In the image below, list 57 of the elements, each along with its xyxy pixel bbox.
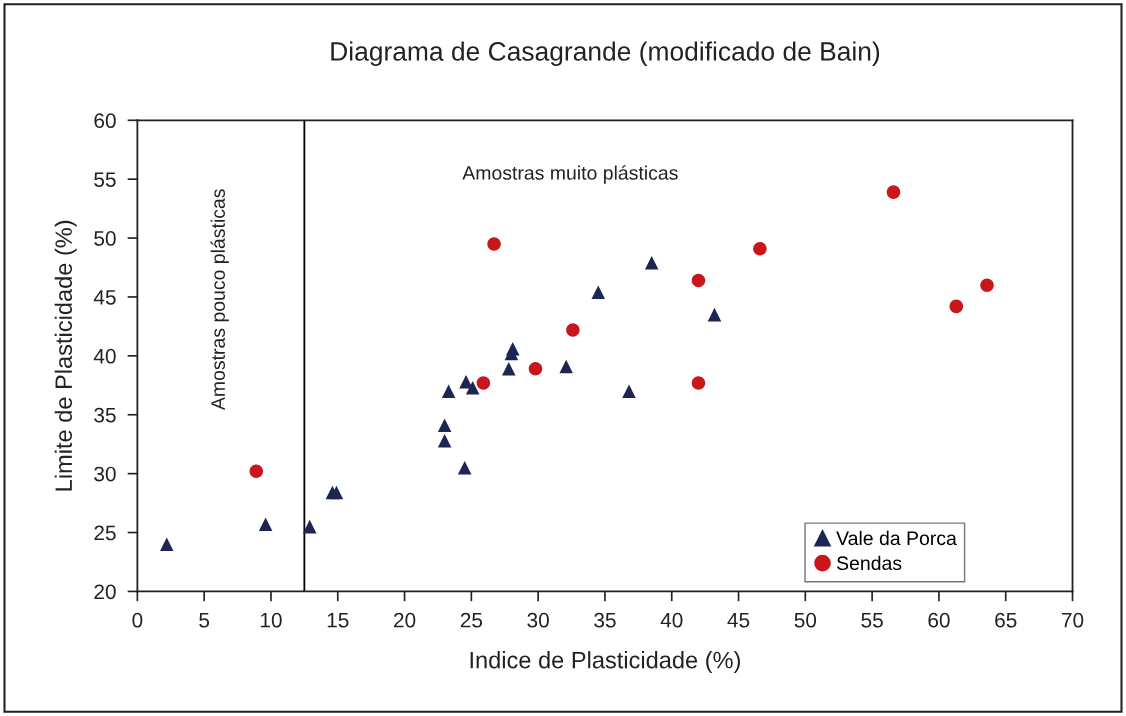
point	[249, 464, 264, 479]
annotation: Amostras pouco plásticas	[210, 189, 229, 411]
point	[258, 517, 273, 532]
point	[980, 278, 994, 292]
x-tick-label: 10	[260, 612, 282, 628]
point	[691, 273, 706, 288]
point	[691, 376, 706, 390]
point	[465, 380, 480, 395]
y-tick-label: 45	[93, 290, 116, 305]
x-tick-label: 25	[460, 612, 483, 628]
point	[591, 285, 606, 300]
point	[437, 418, 452, 433]
legend-label: Sendas	[837, 555, 902, 571]
y-tick-label: 60	[94, 113, 116, 129]
y-tick-label: 35	[94, 407, 116, 423]
point	[501, 362, 516, 376]
point	[566, 323, 580, 337]
x-tick-label: 55	[861, 613, 883, 628]
point	[487, 237, 501, 251]
point	[441, 384, 456, 398]
point	[707, 307, 722, 322]
x-tick-label: 40	[660, 612, 683, 628]
point	[457, 460, 472, 475]
point	[302, 519, 317, 534]
x-tick-label: 60	[928, 612, 950, 628]
annotation: Amostras muito plásticas	[462, 165, 678, 184]
x-tick-label: 70	[1062, 612, 1084, 628]
x-tick-label: 45	[727, 613, 750, 628]
x-axis-title: Indice de Plasticidade (%)	[470, 651, 740, 674]
y-axis-title: Limite de Plasticidade (%)	[54, 220, 77, 491]
x-tick-label: 30	[527, 612, 549, 628]
point	[476, 376, 491, 390]
y-tick-label: 55	[94, 172, 116, 187]
x-tick-label: 50	[794, 612, 817, 628]
point	[622, 384, 636, 398]
chart-title: Diagrama de Casagrande (modificado de Bain)	[331, 41, 880, 66]
y-tick-label: 40	[93, 348, 116, 364]
x-tick-label: 20	[394, 612, 416, 628]
x-tick-label: 15	[327, 613, 349, 628]
point	[329, 485, 344, 500]
point	[949, 299, 964, 314]
legend-label: Vale da Porca	[836, 530, 957, 546]
point	[753, 241, 767, 256]
y-tick-label: 50	[94, 231, 116, 246]
x-tick-label: 0	[132, 612, 143, 628]
x-tick-label: 35	[594, 612, 616, 628]
y-tick-label: 30	[94, 466, 116, 482]
point	[886, 185, 901, 199]
y-tick-label: 20	[94, 584, 116, 600]
point	[644, 256, 659, 270]
point	[437, 433, 452, 448]
point	[528, 362, 543, 376]
x-tick-label: 5	[199, 613, 210, 628]
point	[159, 537, 174, 552]
point	[559, 359, 573, 374]
x-tick-label: 65	[995, 612, 1017, 628]
y-tick-label: 25	[94, 525, 116, 541]
